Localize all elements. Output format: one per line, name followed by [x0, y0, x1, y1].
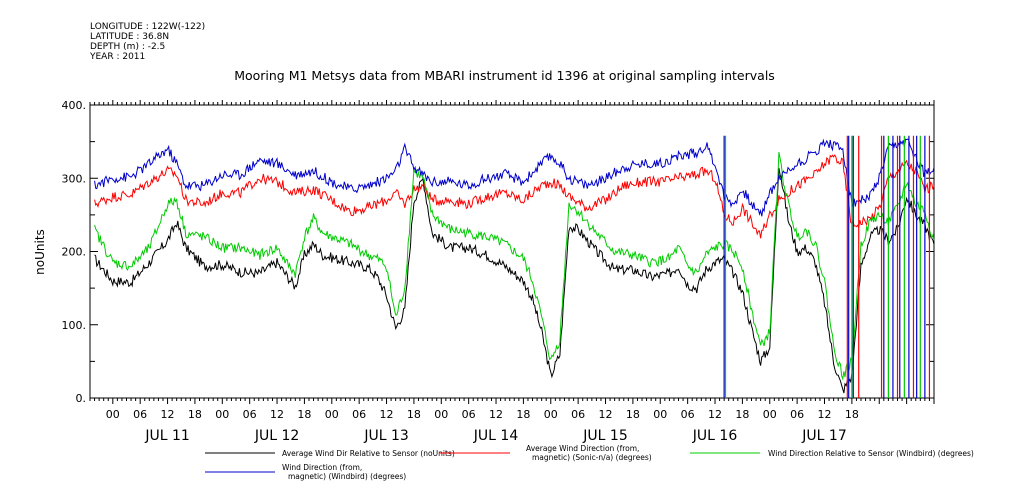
x-day-label: JUL 13 [363, 428, 408, 444]
series-line [94, 152, 935, 381]
longitude-text: LONGITUDE : 122W(-122) [90, 22, 206, 32]
x-hour-label: 00 [544, 408, 558, 421]
x-hour-label: 18 [626, 408, 640, 421]
x-hour-label: 12 [818, 408, 832, 421]
legend-label-line2: magnetic) (Windbird) (degrees) [288, 472, 406, 481]
legend-label: Average Wind Dir Relative to Sensor (noU… [282, 449, 455, 458]
y-tick-label: 300. [62, 172, 87, 185]
year-text: YEAR : 2011 [90, 52, 146, 62]
x-hour-label: 00 [106, 408, 120, 421]
legend-label: Wind Direction (from, [282, 463, 362, 472]
x-hour-label: 12 [599, 408, 613, 421]
series-line [94, 154, 935, 239]
x-day-label: JUL 15 [582, 428, 627, 444]
x-hour-label: 00 [653, 408, 667, 421]
chart-title: Mooring M1 Metsys data from MBARI instru… [234, 68, 775, 83]
series-line [94, 167, 935, 394]
x-hour-label: 18 [407, 408, 421, 421]
x-hour-label: 00 [434, 408, 448, 421]
x-hour-label: 18 [188, 408, 202, 421]
x-hour-label: 18 [845, 408, 859, 421]
depth-text: DEPTH (m) : -2.5 [90, 42, 166, 52]
x-hour-label: 06 [462, 408, 476, 421]
y-tick-label: 200. [62, 246, 87, 259]
x-day-label: JUL 12 [254, 428, 299, 444]
latitude-text: LATITUDE : 36.8N [90, 32, 170, 42]
x-hour-label: 12 [161, 408, 175, 421]
legend-label: Wind Direction Relative to Sensor (Windb… [768, 449, 974, 458]
y-tick-label: 400. [62, 99, 87, 112]
legend-label: Average Wind Direction (from, [526, 444, 639, 453]
spike-group [723, 135, 931, 398]
x-hour-label: 18 [735, 408, 749, 421]
x-hour-label: 12 [489, 408, 503, 421]
x-day-label: JUL 16 [692, 428, 738, 444]
x-hour-label: 00 [325, 408, 339, 421]
x-day-label: JUL 17 [801, 428, 846, 444]
y-tick-label: 100. [62, 319, 87, 332]
y-tick-label: 0. [76, 392, 87, 405]
legend: Average Wind Dir Relative to Sensor (noU… [205, 444, 974, 481]
x-hour-label: 06 [681, 408, 695, 421]
series-group [94, 138, 935, 394]
legend-label-line2: magnetic) (Sonic-n/a) (degrees) [532, 453, 652, 462]
y-axis: 0. 100. 200. 300. 400. [62, 99, 934, 405]
x-day-label: JUL 14 [473, 428, 519, 444]
x-hour-label: 06 [352, 408, 366, 421]
x-hour-label: 00 [763, 408, 777, 421]
x-hour-label: 00 [215, 408, 229, 421]
x-hour-label: 18 [516, 408, 530, 421]
metadata-block: LONGITUDE : 122W(-122) LATITUDE : 36.8N … [90, 22, 205, 62]
series-line [94, 138, 935, 217]
x-axis: 00 06 12 18 00 06 12 18 00 06 12 18 00 06 12 18 00 06 12 18… [89, 100, 935, 444]
x-hour-label: 06 [133, 408, 147, 421]
x-hour-label: 18 [297, 408, 311, 421]
x-hour-label: 06 [243, 408, 257, 421]
x-hour-label: 12 [270, 408, 284, 421]
x-day-label: JUL 11 [144, 428, 189, 444]
x-hour-label: 06 [790, 408, 804, 421]
y-axis-label: noUnits [33, 229, 47, 275]
x-hour-label: 06 [571, 408, 585, 421]
x-hour-label: 12 [708, 408, 722, 421]
x-hour-label: 12 [380, 408, 394, 421]
